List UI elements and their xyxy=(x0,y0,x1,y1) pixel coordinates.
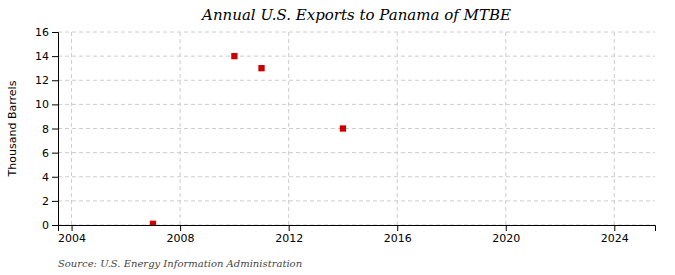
y-axis-tick-label: 0 xyxy=(42,219,49,232)
data-point xyxy=(340,125,346,131)
grid-line-y xyxy=(58,152,655,153)
y-axis-tick-label: 16 xyxy=(35,26,49,39)
y-axis-tick-label: 2 xyxy=(42,195,49,208)
x-axis-tick-label: 2020 xyxy=(492,232,520,245)
y-axis: 0 2 4 6 8 10 12 14 16 xyxy=(35,26,59,232)
source-note: Source: U.S. Energy Information Administ… xyxy=(58,258,302,269)
data-point xyxy=(258,65,264,71)
points xyxy=(150,53,346,225)
y-axis-tick-label: 14 xyxy=(35,50,49,63)
x-axis-tick-mark xyxy=(614,225,615,231)
x-axis-tick-label: 2016 xyxy=(384,232,412,245)
data-point xyxy=(150,221,156,225)
x-axis-tick-label: 2012 xyxy=(275,232,303,245)
y-axis-tick-mark xyxy=(52,129,58,130)
y-axis-tick: 16 xyxy=(35,26,58,39)
grid-line-y xyxy=(58,80,655,81)
grid-line-y xyxy=(58,104,655,105)
y-axis-tick: 0 xyxy=(42,219,58,232)
x-axis-tick: 2004 xyxy=(58,225,86,245)
x-axis-tick: 2008 xyxy=(167,225,195,245)
grid-line-y xyxy=(58,200,655,201)
x-axis-tick-mark xyxy=(72,225,73,231)
grid-line-x xyxy=(71,32,72,225)
y-axis-tick-mark xyxy=(52,177,58,178)
grid-line-y xyxy=(58,176,655,177)
y-axis-tick: 10 xyxy=(35,98,58,111)
x-axis-tick-mark xyxy=(289,225,290,231)
y-axis-tick: 14 xyxy=(35,50,58,63)
chart-container: 2004 2008 2012 2016 2020 2024 0 2 4 6 8 10 12 14 16 Ann… xyxy=(0,0,675,275)
chart-svg: 2004 2008 2012 2016 2020 2024 0 2 4 6 8 10 12 14 16 Ann… xyxy=(0,0,675,275)
x-axis-tick: 2024 xyxy=(601,225,629,245)
x-axis: 2004 2008 2012 2016 2020 2024 xyxy=(58,225,655,245)
y-axis-tick-mark xyxy=(52,225,58,226)
data-point xyxy=(231,53,237,59)
x-axis-tick-label: 2008 xyxy=(167,232,195,245)
y-axis-tick: 4 xyxy=(42,171,58,184)
chart-title: Annual U.S. Exports to Panama of MTBE xyxy=(200,6,511,24)
y-axis-tick-mark xyxy=(52,201,58,202)
x-axis-tick-label: 2024 xyxy=(601,232,629,245)
x-axis-tick: 2012 xyxy=(275,225,303,245)
x-axis-tick-mark xyxy=(180,225,181,231)
y-axis-tick-mark xyxy=(52,80,58,81)
grid xyxy=(58,32,655,225)
y-axis-tick-label: 12 xyxy=(35,74,49,87)
plot-area: 2004 2008 2012 2016 2020 2024 0 2 4 6 8 10 12 14 16 xyxy=(35,26,656,245)
y-axis-tick: 8 xyxy=(42,123,58,136)
y-axis-tick-mark xyxy=(52,32,58,33)
y-axis-tick-label: 6 xyxy=(42,147,49,160)
y-axis-tick-mark xyxy=(52,104,58,105)
x-axis-tick: 2020 xyxy=(492,225,520,245)
y-axis-title: Thousand Barrels xyxy=(6,80,19,177)
grid-line-y xyxy=(58,32,655,33)
y-axis-tick: 2 xyxy=(42,195,58,208)
x-axis-tick-label: 2004 xyxy=(58,232,86,245)
y-axis-tick-label: 4 xyxy=(42,171,49,184)
x-axis-line xyxy=(59,226,656,232)
y-axis-tick: 12 xyxy=(35,74,58,87)
x-axis-tick-mark xyxy=(506,225,507,231)
y-axis-line xyxy=(52,33,59,226)
grid-line-y xyxy=(58,56,655,57)
y-axis-tick: 6 xyxy=(42,147,58,160)
y-axis-tick-label: 10 xyxy=(35,98,49,111)
x-axis-tick: 2016 xyxy=(384,225,412,245)
y-axis-tick-label: 8 xyxy=(42,123,49,136)
grid-line-y xyxy=(58,128,655,129)
x-axis-tick-mark xyxy=(397,225,398,231)
y-axis-tick-mark xyxy=(52,56,58,57)
y-axis-tick-mark xyxy=(52,153,58,154)
